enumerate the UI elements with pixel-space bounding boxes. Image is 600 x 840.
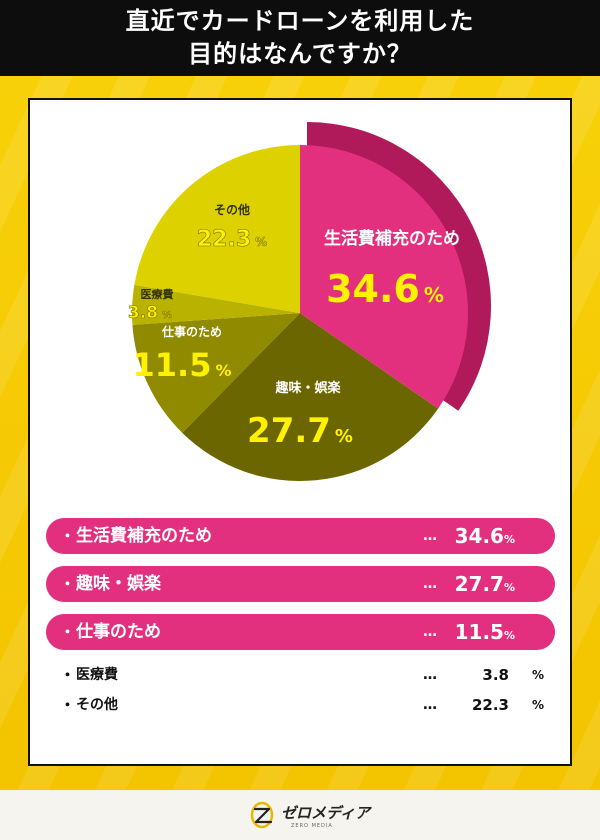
legend-value: 11.5%: [454, 620, 515, 644]
slice-value-hobbies: 27.7%: [247, 411, 353, 451]
chart-title-line-1: 直近でカードローンを利用した: [125, 7, 475, 35]
logo-text: ゼロメディア: [281, 804, 370, 822]
legend-value: 22.3: [471, 696, 509, 714]
legend-value: 34.6%: [454, 524, 515, 548]
legend-value: 3.8: [482, 666, 509, 684]
pie-chart: 生活費補充のため 34.6 % 趣味・娯楽 27.7 % 仕事のため 11.5 % 医療費 3.8%…: [128, 122, 491, 482]
legend-bullet: ・: [60, 575, 76, 593]
legend-label: その他: [76, 697, 118, 713]
slice-label-work: 仕事のため: [161, 324, 222, 339]
legend-label: 仕事のため: [76, 622, 161, 642]
pie-slice-work: [132, 313, 300, 433]
legend-label: 趣味・娯楽: [76, 574, 161, 594]
legend-dots: …: [423, 667, 437, 683]
legend-value: 27.7%: [454, 572, 515, 596]
legend-label: 生活費補充のため: [76, 526, 212, 546]
zero-media-logo-icon: [250, 801, 274, 829]
title-bar: 直近でカードローンを利用した 目的はなんですか？: [0, 0, 600, 76]
slice-value-living-expenses: 34.6%: [326, 267, 444, 311]
legend-bullet: ・: [60, 623, 76, 641]
legend-dots: …: [423, 697, 437, 713]
footer: ゼロメディア ZERO MEDIA: [0, 790, 600, 840]
legend-label: 医療費: [76, 667, 118, 683]
slice-label-medical: 医療費: [141, 287, 174, 301]
legend-row-work: ・ 仕事のため … 11.5%: [46, 614, 555, 650]
pie-slice-other: [134, 145, 300, 313]
legend-row-medical: ・ 医療費 … 3.8 %: [46, 662, 555, 688]
legend-bullet: ・: [60, 696, 76, 714]
slice-label-living-expenses: 生活費補充のため: [324, 228, 460, 249]
slice-label-hobbies: 趣味・娯楽: [274, 380, 341, 396]
legend-row-other: ・ その他 … 22.3 %: [46, 692, 555, 718]
logo-subtext: ZERO MEDIA: [291, 823, 333, 829]
chart-title-line-2: 目的はなんですか？: [188, 40, 412, 68]
legend-row-living-expenses: ・ 生活費補充のため … 34.6%: [46, 518, 555, 554]
legend-dots: …: [423, 576, 437, 592]
slice-label-other: その他: [214, 202, 250, 217]
slice-value-medical: 3.8%: [128, 303, 172, 323]
legend-percent-sign: %: [532, 668, 545, 682]
pie-slice-living-expenses: [300, 145, 469, 409]
legend-bullet: ・: [60, 666, 76, 684]
pie-slice-medical: [131, 284, 300, 325]
slice-value-work: 11.5%: [133, 346, 232, 384]
legend-bullet: ・: [60, 527, 76, 545]
pie-slice-hobbies: [182, 313, 439, 482]
legend-dots: …: [423, 528, 437, 544]
slice-value-other: 22.3%: [197, 227, 267, 252]
legend-row-hobbies: ・ 趣味・娯楽 … 27.7%: [46, 566, 555, 602]
legend-percent-sign: %: [532, 698, 545, 712]
legend-dots: …: [423, 624, 437, 640]
